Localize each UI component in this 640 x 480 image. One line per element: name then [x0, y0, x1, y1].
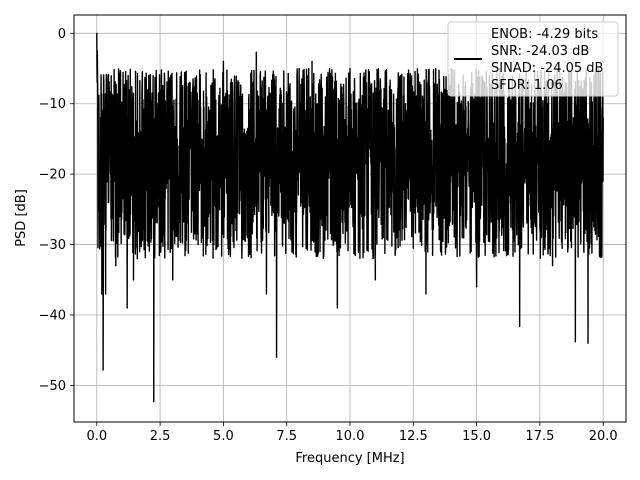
psd-point: [159, 89, 161, 91]
psd-point: [172, 279, 174, 281]
x-tick-label: 10.0: [336, 429, 365, 444]
y-tick-label: −50: [39, 379, 66, 394]
psd-point: [519, 325, 521, 327]
psd-point: [311, 60, 313, 63]
psd-point: [255, 51, 257, 53]
y-tick-label: −40: [39, 308, 66, 323]
x-tick-label: 12.5: [399, 429, 428, 444]
x-tick-label: 2.5: [150, 429, 171, 444]
y-tick-label: −30: [39, 238, 66, 253]
psd-point: [260, 215, 262, 217]
x-tick-label: 15.0: [462, 429, 491, 444]
psd-point: [97, 215, 99, 217]
psd-point: [235, 229, 237, 232]
psd-point: [101, 293, 103, 295]
legend-line-enob: ENOB: -4.29 bits: [491, 27, 598, 42]
legend: ENOB: -4.29 bits SNR: -24.03 dB SINAD: -…: [447, 21, 619, 97]
x-axis-ticks: 0.0 2.5 5.0 7.5 10.0 12.5 15.0 17.5 20.0: [86, 422, 618, 444]
psd-point: [349, 67, 351, 70]
psd-point: [102, 369, 104, 371]
x-axis-label: Frequency [MHz]: [295, 451, 404, 466]
psd-point: [551, 265, 554, 267]
legend-line-sfdr: SFDR: 1.06: [491, 78, 563, 93]
x-tick-label: 7.5: [276, 429, 297, 444]
psd-point: [425, 293, 427, 295]
psd-point: [222, 60, 224, 63]
x-tick-label: 17.5: [525, 429, 554, 444]
psd-point: [103, 173, 105, 175]
psd-point: [273, 81, 275, 84]
x-tick-label: 0.0: [86, 429, 107, 444]
y-tick-label: 0: [58, 27, 66, 42]
psd-point: [136, 258, 138, 260]
x-tick-label: 20.0: [589, 429, 618, 444]
psd-point: [184, 74, 187, 77]
psd-point: [602, 117, 604, 119]
psd-point: [400, 74, 402, 77]
psd-point: [587, 342, 589, 344]
x-tick-label: 5.0: [213, 429, 234, 444]
psd-point: [476, 286, 478, 288]
psd-point: [336, 307, 338, 309]
legend-box: [447, 21, 619, 97]
y-axis-label: PSD [dB]: [14, 189, 29, 247]
psd-point: [121, 131, 123, 133]
psd-point: [96, 50, 98, 52]
legend-line-snr: SNR: -24.03 dB: [491, 44, 589, 59]
psd-point: [105, 293, 107, 295]
psd-point: [99, 117, 102, 119]
psd-point: [374, 279, 376, 281]
y-tick-label: −20: [39, 168, 66, 183]
psd-point: [108, 117, 111, 119]
psd-point: [126, 307, 128, 309]
psd-point: [265, 293, 268, 295]
y-axis-ticks: 0 −10 −20 −30 −40 −50: [39, 27, 74, 394]
psd-point: [574, 341, 576, 343]
psd-point: [275, 356, 278, 358]
psd-point: [153, 400, 155, 403]
psd-point: [197, 243, 199, 246]
psd-point: [115, 265, 117, 267]
y-tick-label: −10: [39, 97, 66, 112]
legend-line-sinad: SINAD: -24.05 dB: [491, 61, 603, 76]
psd-point: [98, 194, 100, 196]
psd-point: [96, 32, 98, 34]
psd-point: [132, 279, 135, 281]
